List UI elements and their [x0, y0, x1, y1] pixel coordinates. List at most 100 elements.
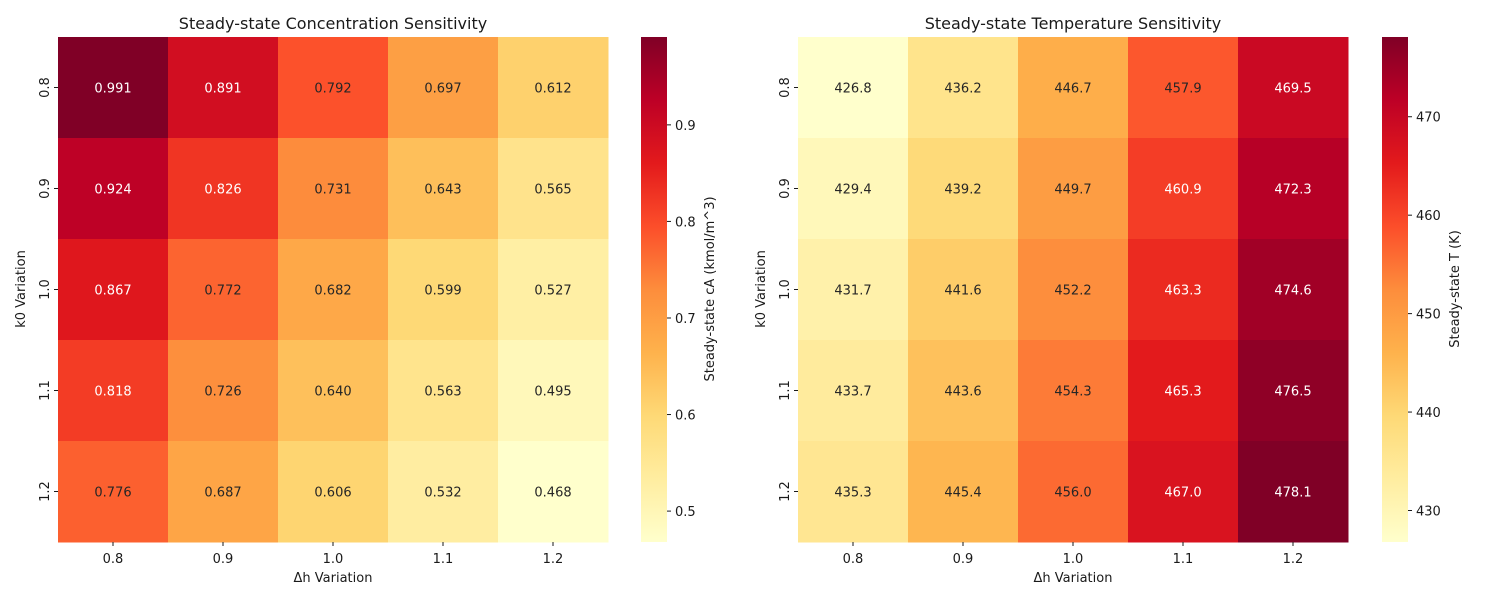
heatmap-cell-label: 0.563	[424, 385, 461, 400]
heatmap-cell-label: 457.9	[1164, 82, 1201, 97]
heatmap-cell-label: 0.565	[534, 183, 571, 198]
heatmap-cell-label: 467.0	[1164, 486, 1201, 501]
heatmap-cell-label: 0.612	[534, 82, 571, 97]
concentration-colorbar: 0.5 0.6 0.7 0.8 0.9	[641, 37, 696, 542]
heatmap-cell-label: 449.7	[1054, 183, 1091, 198]
y-tick-label: 0.8	[38, 77, 53, 98]
concentration-x-ticks: 0.8 0.9 1.0 1.1 1.2	[103, 542, 564, 567]
heatmap-cell-label: 469.5	[1274, 82, 1311, 97]
heatmap-cell	[278, 138, 389, 240]
y-tick-label: 1.0	[38, 279, 53, 300]
colorbar-tick-label: 0.7	[675, 312, 696, 327]
x-tick-label: 1.2	[1283, 552, 1304, 567]
concentration-heatmap-panel: Steady-state Concentration Sensitivity 0…	[14, 14, 718, 586]
heatmap-cell	[798, 441, 909, 543]
heatmap-cell-label: 0.606	[314, 486, 351, 501]
heatmap-cell-label: 460.9	[1164, 183, 1201, 198]
heatmap-cell-label: 436.2	[944, 82, 981, 97]
heatmap-cell	[1128, 37, 1239, 139]
heatmap-cell	[168, 37, 279, 139]
y-tick-label: 1.2	[778, 481, 793, 502]
heatmap-cell	[1018, 340, 1129, 442]
heatmap-cell-label: 0.495	[534, 385, 571, 400]
heatmap-cell	[498, 239, 609, 341]
colorbar-tick-label: 470	[1416, 111, 1441, 126]
x-tick-label: 0.8	[103, 552, 124, 567]
heatmap-cell	[1128, 340, 1239, 442]
heatmap-cell-label: 439.2	[944, 183, 981, 198]
heatmap-cell	[278, 340, 389, 442]
heatmap-cell	[1018, 441, 1129, 543]
heatmap-cell-label: 456.0	[1054, 486, 1091, 501]
y-tick-label: 1.0	[778, 279, 793, 300]
temperature-x-axis-label: Δh Variation	[1034, 571, 1113, 586]
heatmap-cell-label: 0.731	[314, 183, 351, 198]
y-tick-label: 0.9	[38, 178, 53, 199]
heatmap-cell	[278, 239, 389, 341]
x-tick-label: 0.8	[843, 552, 864, 567]
heatmap-cell	[388, 441, 499, 543]
heatmap-cell	[1018, 138, 1129, 240]
heatmap-cell	[1238, 441, 1349, 543]
heatmap-cell-label: 0.867	[94, 284, 131, 299]
heatmap-cell	[908, 239, 1019, 341]
concentration-heatmap-cells: 0.991 0.891 0.792 0.697 0.612 0.924 0.826 0.731…	[58, 37, 609, 543]
heatmap-cell-label: 431.7	[834, 284, 871, 299]
colorbar-tick-label: 440	[1416, 406, 1441, 421]
x-tick-label: 1.1	[1173, 552, 1194, 567]
heatmap-cell-label: 0.643	[424, 183, 461, 198]
y-tick-label: 1.1	[778, 380, 793, 401]
heatmap-cell-label: 445.4	[944, 486, 981, 501]
temperature-heatmap-cells: 426.8 436.2 446.7 457.9 469.5 429.4 439.2 449.7…	[798, 37, 1349, 543]
heatmap-cell-label: 478.1	[1274, 486, 1311, 501]
heatmap-cell-label: 454.3	[1054, 385, 1091, 400]
concentration-y-ticks: 0.8 0.9 1.0 1.1 1.2	[38, 77, 58, 502]
heatmap-cell-label: 0.527	[534, 284, 571, 299]
colorbar-gradient	[1382, 37, 1408, 542]
heatmap-cell-label: 0.532	[424, 486, 461, 501]
heatmap-cell-label: 476.5	[1274, 385, 1311, 400]
heatmap-cell-label: 0.826	[204, 183, 241, 198]
heatmap-cell-label: 463.3	[1164, 284, 1201, 299]
concentration-y-axis-label: k0 Variation	[14, 250, 29, 328]
heatmap-cell-label: 0.891	[204, 82, 241, 97]
heatmap-cell-label: 435.3	[834, 486, 871, 501]
temperature-heatmap-panel: Steady-state Temperature Sensitivity 426…	[754, 14, 1463, 586]
heatmap-cell	[58, 340, 169, 442]
heatmap-cell	[58, 37, 169, 139]
heatmap-cell-label: 0.924	[94, 183, 131, 198]
heatmap-cell	[1128, 441, 1239, 543]
heatmap-cell-label: 0.468	[534, 486, 571, 501]
colorbar-tick-label: 0.6	[675, 409, 696, 424]
temperature-x-ticks: 0.8 0.9 1.0 1.1 1.2	[843, 542, 1304, 567]
colorbar-tick-label: 460	[1416, 209, 1441, 224]
heatmap-cell	[1238, 138, 1349, 240]
heatmap-cell-label: 0.697	[424, 82, 461, 97]
heatmap-cell-label: 446.7	[1054, 82, 1091, 97]
heatmap-cell	[1128, 138, 1239, 240]
heatmap-cell-label: 0.599	[424, 284, 461, 299]
heatmap-cell	[498, 441, 609, 543]
heatmap-cell	[798, 239, 909, 341]
heatmap-cell-label: 0.991	[94, 82, 131, 97]
temperature-colorbar: 430 440 450 460 470	[1382, 37, 1441, 542]
heatmap-cell	[908, 441, 1019, 543]
heatmap-cell	[908, 37, 1019, 139]
x-tick-label: 1.1	[433, 552, 454, 567]
heatmap-cell-label: 0.792	[314, 82, 351, 97]
heatmap-cell	[908, 340, 1019, 442]
heatmap-cell-label: 426.8	[834, 82, 871, 97]
heatmap-cell	[1238, 340, 1349, 442]
x-tick-label: 0.9	[953, 552, 974, 567]
heatmap-cell	[498, 340, 609, 442]
colorbar-tick-label: 430	[1416, 504, 1441, 519]
heatmap-cell-label: 474.6	[1274, 284, 1311, 299]
heatmap-cell-label: 452.2	[1054, 284, 1091, 299]
heatmap-cell-label: 441.6	[944, 284, 981, 299]
heatmap-cell	[388, 239, 499, 341]
heatmap-cell-label: 429.4	[834, 183, 871, 198]
heatmap-cell	[908, 138, 1019, 240]
x-tick-label: 1.2	[543, 552, 564, 567]
heatmap-cell	[1128, 239, 1239, 341]
